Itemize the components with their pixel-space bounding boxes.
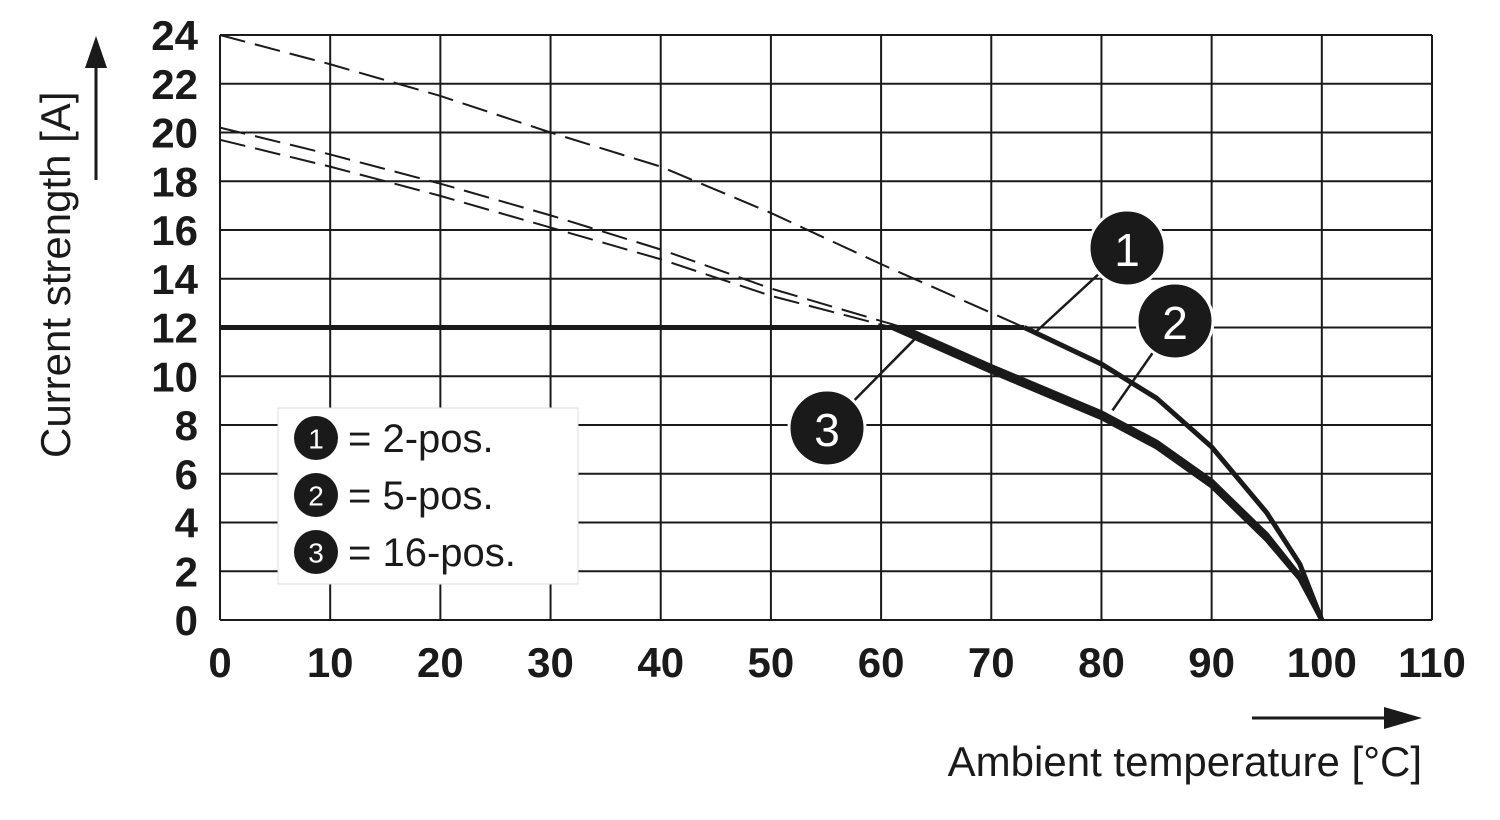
legend: 1 = 2-pos. 2 = 5-pos. 3 = 16-pos.	[277, 407, 579, 585]
x-tick-label: 110	[1398, 639, 1466, 686]
y-tick-label: 18	[151, 158, 198, 205]
x-axis-arrow-icon	[1384, 707, 1422, 729]
derating-curve-3	[891, 325, 1325, 622]
x-axis-title: Ambient temperature [°C]	[948, 707, 1422, 785]
callout-number-1: 1	[1114, 224, 1140, 276]
legend-badge-1	[294, 416, 338, 460]
x-tick-label: 0	[208, 639, 231, 686]
y-axis-label: Current strength [A]	[32, 92, 79, 459]
y-tick-label: 6	[175, 451, 198, 498]
x-tick-label: 30	[527, 639, 574, 686]
y-tick-label: 12	[151, 305, 198, 352]
callout-badge-2	[1135, 281, 1215, 361]
x-axis-label: Ambient temperature [°C]	[948, 738, 1422, 785]
x-tick-label: 40	[637, 639, 684, 686]
y-tick-label: 0	[175, 597, 198, 644]
x-tick-label: 80	[1078, 639, 1125, 686]
x-tick-label: 60	[858, 639, 905, 686]
legend-badge-3	[294, 530, 338, 574]
callout-number-2: 2	[1162, 297, 1188, 349]
legend-label-1: = 2-pos.	[348, 417, 494, 461]
legend-entries: 1 = 2-pos. 2 = 5-pos. 3 = 16-pos.	[294, 416, 516, 575]
x-tick-label: 10	[307, 639, 354, 686]
base-curve-1	[219, 34, 1025, 329]
x-tick-labels: 0 10 20 30 40 50 60 70 80 90 100 110	[208, 639, 1466, 686]
y-tick-label: 10	[151, 353, 198, 400]
legend-number-2: 2	[308, 481, 324, 512]
callout-badge-1	[1087, 208, 1167, 288]
y-tick-label: 20	[151, 110, 198, 157]
x-tick-label: 70	[968, 639, 1015, 686]
legend-label-2: = 5-pos.	[348, 474, 494, 518]
y-axis-title: Current strength [A]	[32, 36, 107, 458]
y-tick-label: 22	[151, 61, 198, 108]
x-tick-label: 100	[1287, 639, 1357, 686]
legend-label-3: = 16-pos.	[348, 531, 516, 575]
base-curve-2	[219, 126, 904, 329]
callout-markers: 12 3	[787, 208, 1215, 468]
y-axis-arrow-icon	[85, 36, 107, 68]
y-tick-label: 14	[151, 256, 198, 303]
chart-series	[219, 34, 1325, 622]
legend-number-1: 1	[308, 424, 324, 455]
legend-number-3: 3	[308, 538, 324, 569]
x-tick-label: 90	[1188, 639, 1235, 686]
callout-badge-3	[787, 388, 867, 468]
legend-badge-2	[294, 473, 338, 517]
y-tick-label: 2	[175, 548, 198, 595]
base-curve-3	[219, 138, 893, 329]
y-tick-label: 16	[151, 207, 198, 254]
y-tick-label: 8	[175, 402, 198, 449]
x-tick-label: 20	[417, 639, 464, 686]
derating-curve-1	[1023, 325, 1325, 621]
callout-number-3: 3	[814, 404, 840, 456]
y-tick-label: 24	[151, 12, 198, 59]
y-tick-label: 4	[175, 500, 199, 547]
x-tick-label: 50	[748, 639, 795, 686]
chart-grid	[219, 34, 1433, 621]
